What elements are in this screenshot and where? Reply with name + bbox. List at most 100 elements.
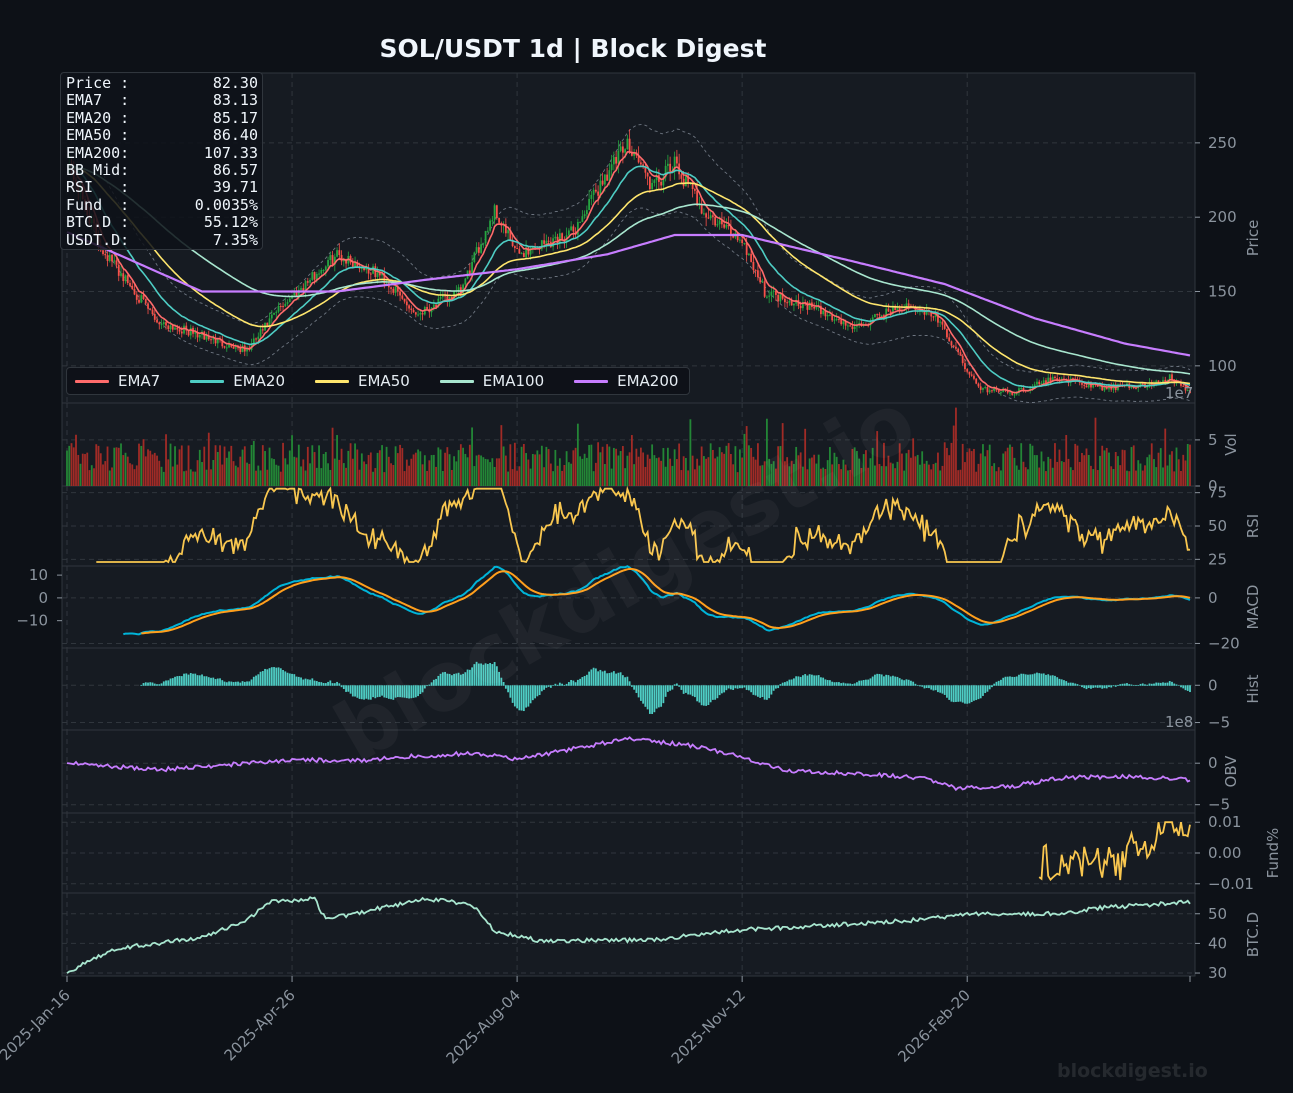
hist-bar bbox=[255, 675, 257, 686]
volume-bar bbox=[498, 458, 500, 486]
hist-bar bbox=[401, 685, 404, 698]
hist-bar bbox=[1099, 685, 1101, 688]
ema20-line bbox=[66, 165, 1191, 389]
info-value: 0.0035% bbox=[194, 195, 258, 214]
hist-bar bbox=[693, 685, 696, 698]
hist-bar bbox=[464, 672, 467, 686]
candle-body bbox=[664, 165, 667, 178]
hist-bar bbox=[214, 679, 217, 686]
volume-bar bbox=[621, 446, 624, 486]
hist-bar bbox=[1092, 685, 1095, 688]
candle-body bbox=[108, 254, 111, 261]
legend-swatch bbox=[75, 379, 109, 383]
hist-bar bbox=[1002, 677, 1005, 686]
hist-bar bbox=[561, 683, 564, 686]
hist-bar bbox=[1173, 683, 1176, 686]
hist-bar bbox=[939, 685, 942, 693]
candle-body bbox=[680, 174, 683, 179]
volume-bar bbox=[351, 458, 354, 486]
ema100-line bbox=[67, 165, 1191, 375]
panel-rsi bbox=[61, 485, 1196, 567]
hist-bar bbox=[234, 681, 237, 686]
chart-title: SOL/USDT 1d | Block Digest bbox=[379, 34, 767, 63]
volume-bar bbox=[831, 464, 834, 486]
volume-bar bbox=[86, 452, 89, 486]
volume-bar bbox=[309, 463, 311, 486]
candle-body bbox=[349, 255, 352, 263]
volume-bar bbox=[135, 465, 138, 486]
volume-bar bbox=[466, 457, 469, 486]
candle-body bbox=[160, 324, 163, 326]
hist-bar bbox=[201, 674, 203, 686]
hist-bar bbox=[178, 675, 181, 686]
volume-bar bbox=[95, 444, 98, 486]
volume-bar bbox=[1159, 448, 1162, 486]
candle-body bbox=[570, 226, 573, 231]
volume-bar bbox=[372, 471, 374, 486]
volume-bar bbox=[876, 431, 879, 486]
volume-bar bbox=[630, 435, 633, 486]
hist-bar bbox=[1135, 685, 1137, 687]
volume-bar bbox=[423, 455, 426, 486]
volume-bar bbox=[237, 467, 239, 486]
hist-bar bbox=[608, 673, 611, 686]
volume-bar bbox=[939, 470, 942, 486]
hist-bar bbox=[961, 685, 964, 703]
y-tick-label-left: 0 bbox=[38, 589, 48, 607]
volume-bar bbox=[1074, 443, 1077, 486]
volume-bar bbox=[754, 459, 757, 486]
volume-bar bbox=[518, 466, 521, 486]
hist-bar bbox=[680, 685, 683, 690]
volume-bar bbox=[979, 453, 982, 486]
candle-body bbox=[657, 175, 660, 182]
hist-bar bbox=[975, 685, 978, 701]
candle-body bbox=[1020, 388, 1023, 390]
candle-body bbox=[693, 188, 696, 191]
candle-body bbox=[599, 180, 602, 196]
hist-bar bbox=[482, 664, 485, 686]
legend-swatch bbox=[315, 379, 350, 383]
volume-bar bbox=[835, 456, 838, 486]
candle-body bbox=[392, 288, 395, 293]
info-value: 7.35% bbox=[212, 230, 258, 249]
hist-bar bbox=[536, 685, 539, 697]
volume-bar bbox=[781, 423, 784, 486]
candle-body bbox=[896, 308, 899, 311]
hist-bar bbox=[1108, 685, 1110, 688]
volume-bar bbox=[410, 458, 413, 486]
hist-bar bbox=[648, 685, 651, 714]
hist-bar bbox=[1121, 683, 1124, 686]
volume-bar bbox=[331, 427, 334, 486]
hist-bar bbox=[435, 678, 437, 686]
candle-body bbox=[1006, 390, 1009, 393]
volume-bar bbox=[1182, 454, 1185, 486]
candle-body bbox=[543, 240, 546, 244]
hist-bar bbox=[279, 668, 282, 686]
volume-bar bbox=[435, 466, 437, 486]
hist-bar bbox=[606, 673, 609, 686]
volume-bar bbox=[212, 460, 215, 486]
candle-body bbox=[1083, 384, 1086, 386]
candle-body bbox=[966, 369, 969, 372]
candle-body bbox=[934, 314, 937, 318]
volume-bar bbox=[664, 466, 667, 486]
volume-bar bbox=[468, 444, 471, 486]
hist-bar bbox=[149, 682, 152, 686]
candle-body bbox=[401, 295, 404, 299]
hist-bar bbox=[383, 685, 386, 698]
volume-bar bbox=[684, 458, 687, 486]
hist-bar bbox=[914, 683, 917, 686]
volume-bar bbox=[144, 456, 147, 486]
candle-body bbox=[1013, 394, 1016, 396]
candle-body bbox=[666, 163, 669, 166]
volume-bar bbox=[221, 464, 224, 486]
x-tick-label: 2025-Jan-16 bbox=[0, 986, 74, 1064]
volume-bar bbox=[259, 470, 262, 486]
hist-bar bbox=[372, 685, 374, 698]
volume-bar bbox=[880, 466, 883, 486]
hist-bar bbox=[1083, 685, 1086, 689]
volume-bar bbox=[171, 466, 174, 486]
hist-bar bbox=[462, 673, 464, 686]
volume-bar bbox=[759, 465, 762, 486]
info-value: 85.17 bbox=[212, 108, 258, 127]
